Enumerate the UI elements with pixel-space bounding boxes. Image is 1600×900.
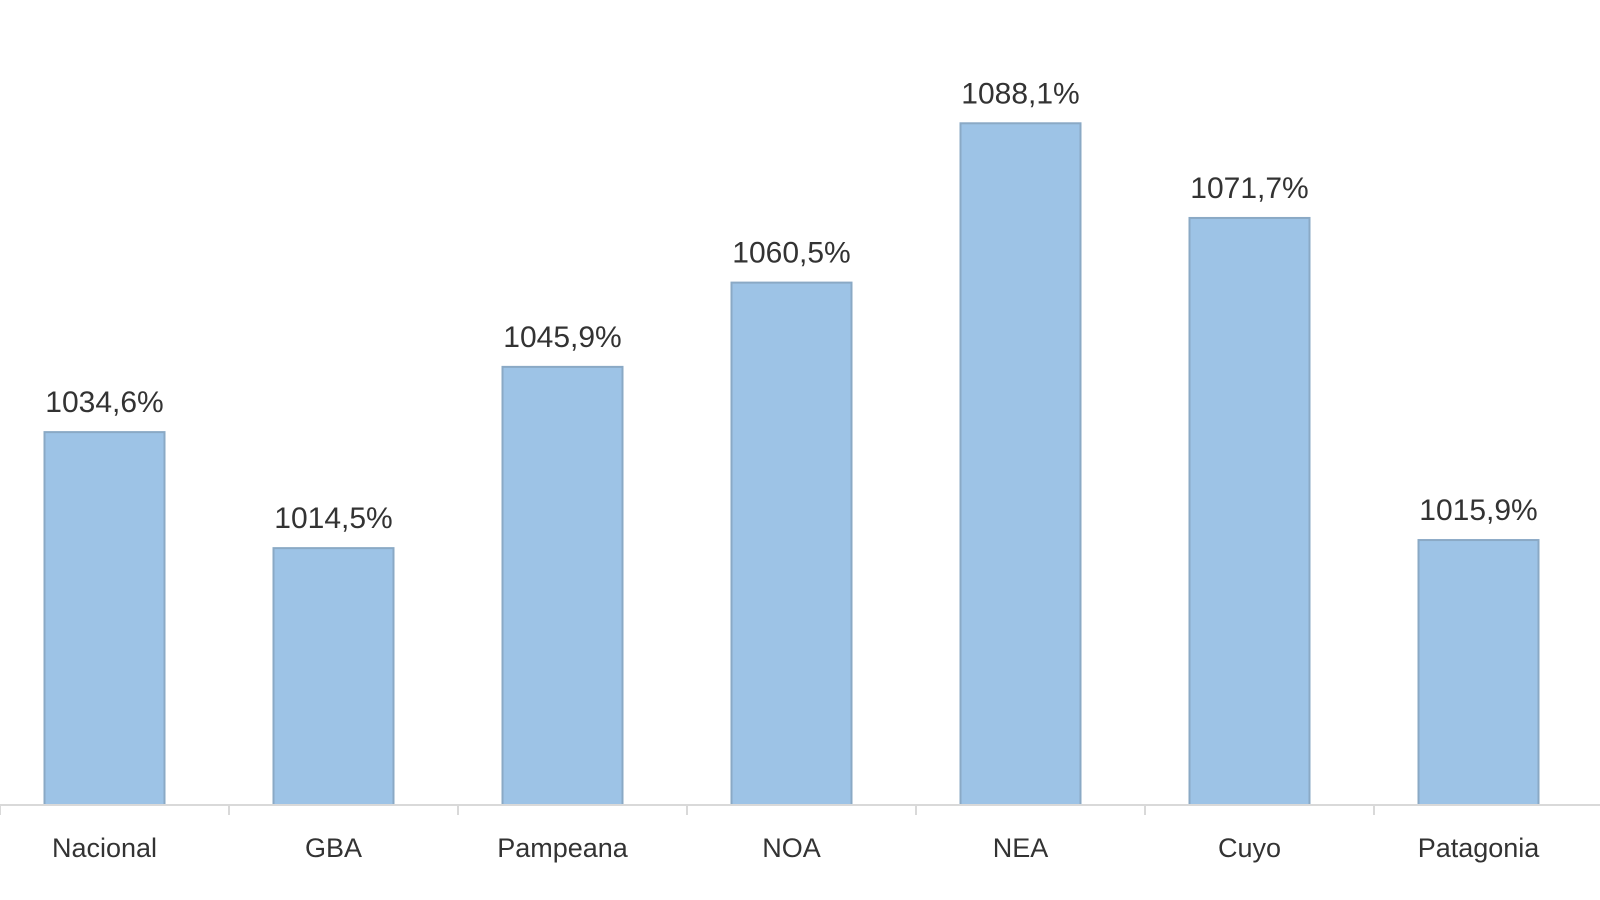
data-label-nacional: 1034,6%: [45, 386, 163, 419]
data-label-nea: 1088,1%: [961, 77, 1079, 110]
bar-cuyo: [1188, 216, 1311, 806]
category-label-noa: NOA: [762, 833, 821, 863]
category-label-nacional: Nacional: [52, 833, 157, 863]
category-label-gba: GBA: [305, 833, 362, 863]
data-label-patagonia: 1015,9%: [1419, 494, 1537, 527]
bar-pampeana: [501, 365, 624, 806]
bar-nacional: [43, 431, 166, 806]
value-labels-group: 1034,6% 1014,5% 1045,9% 1060,5% 1088,1% 1071,…: [45, 77, 1537, 535]
category-label-patagonia: Patagonia: [1418, 833, 1541, 863]
bar-noa: [730, 281, 853, 806]
category-label-cuyo: Cuyo: [1218, 833, 1281, 863]
bar-gba: [272, 547, 395, 806]
category-label-pampeana: Pampeana: [497, 833, 629, 863]
data-label-cuyo: 1071,7%: [1190, 172, 1308, 205]
bar-nea: [959, 122, 1082, 807]
category-label-nea: NEA: [993, 833, 1049, 863]
data-label-gba: 1014,5%: [274, 502, 392, 535]
data-label-pampeana: 1045,9%: [503, 321, 621, 354]
category-labels-group: Nacional GBA Pampeana NOA NEA Cuyo Patagonia: [52, 833, 1540, 863]
bars-group: [43, 122, 1540, 807]
data-label-noa: 1060,5%: [732, 237, 850, 270]
bar-patagonia: [1417, 539, 1540, 806]
x-axis-ticks: [0, 805, 1375, 815]
